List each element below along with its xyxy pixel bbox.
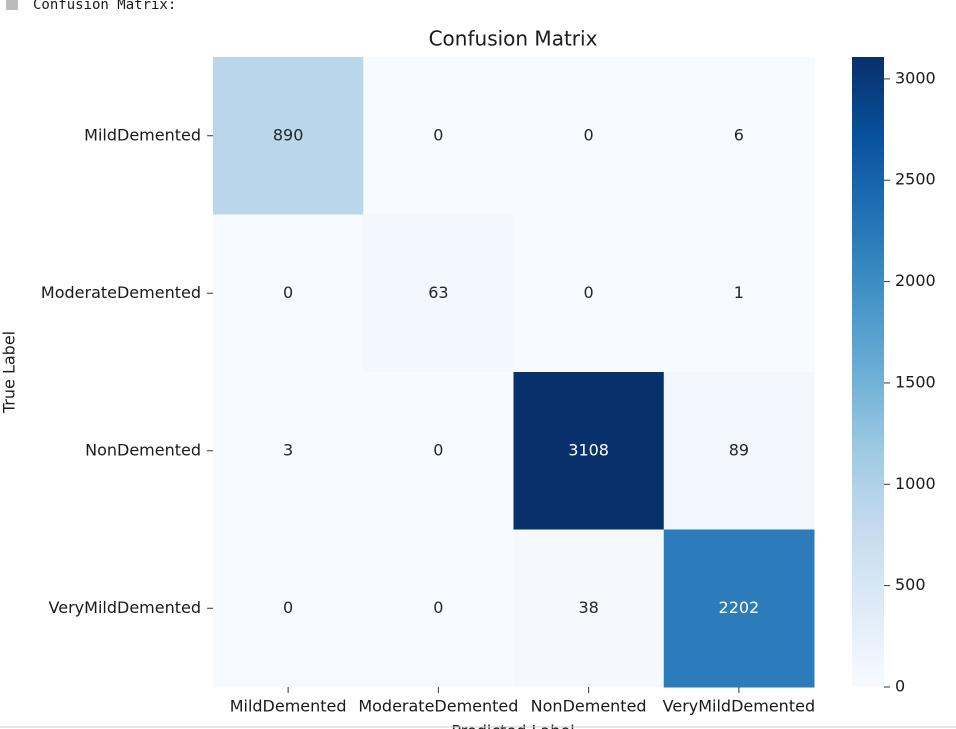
heatmap-cell <box>213 214 364 373</box>
chart-title: Confusion Matrix <box>429 27 598 51</box>
heatmap-cell <box>513 529 665 688</box>
x-tick-label: MildDemented <box>230 697 347 716</box>
cell-label: 38 <box>578 598 598 617</box>
heatmap-cell <box>363 529 514 688</box>
colorbar-tick-label: 500 <box>895 575 926 594</box>
cell-label: 0 <box>283 283 293 302</box>
colorbar-tick-label: 3000 <box>895 68 936 87</box>
colorbar-tick-label: 1500 <box>895 372 936 391</box>
heatmap-cell <box>213 529 364 688</box>
heatmap-cell <box>513 372 665 530</box>
cell-label: 63 <box>428 283 448 302</box>
heatmap-cell <box>513 214 665 373</box>
y-tick-label: MildDemented <box>84 125 201 144</box>
heatmap-cell <box>663 214 815 373</box>
y-axis-label: True Label <box>0 331 19 414</box>
cell-label: 1 <box>734 283 744 302</box>
colorbar-tick-label: 1000 <box>895 474 936 493</box>
output-header: Confusion Matrix: <box>33 0 176 13</box>
heatmap-cell <box>363 57 514 215</box>
colorbar-tick-label: 2500 <box>895 170 936 189</box>
heatmap-cell <box>363 214 514 373</box>
cell-label: 6 <box>734 125 744 144</box>
cell-label: 0 <box>433 125 443 144</box>
heatmap-cell <box>663 372 815 530</box>
colorbar-tick-label: 2000 <box>895 271 936 290</box>
heatmap-cell <box>663 57 815 215</box>
colorbar <box>852 57 884 687</box>
cell-label: 0 <box>433 440 443 459</box>
cell-label: 89 <box>729 440 749 459</box>
cell-label: 0 <box>584 125 594 144</box>
heatmap-cell <box>363 372 514 530</box>
cell-label: 2202 <box>719 598 760 617</box>
y-tick-label: ModerateDemented <box>41 283 201 302</box>
x-tick-label: ModerateDemented <box>358 697 518 716</box>
cell-label: 3 <box>283 440 293 459</box>
x-tick-label: VeryMildDemented <box>663 697 815 716</box>
x-axis-label: Predicted Label <box>451 722 574 729</box>
cell-label: 0 <box>283 598 293 617</box>
cell-label: 0 <box>584 283 594 302</box>
y-tick-label: VeryMildDemented <box>49 598 201 617</box>
heatmap-cell <box>213 57 364 215</box>
colorbar-tick-label: 0 <box>895 677 905 696</box>
heatmap-cell <box>663 529 815 688</box>
x-tick-label: NonDemented <box>531 697 647 716</box>
cell-label: 890 <box>273 125 304 144</box>
cell-label: 0 <box>433 598 443 617</box>
heatmap-cell <box>513 57 665 215</box>
y-tick-label: NonDemented <box>85 440 201 459</box>
cell-label: 3108 <box>568 440 609 459</box>
heatmap-cell <box>213 372 364 530</box>
output-icon <box>6 0 18 10</box>
